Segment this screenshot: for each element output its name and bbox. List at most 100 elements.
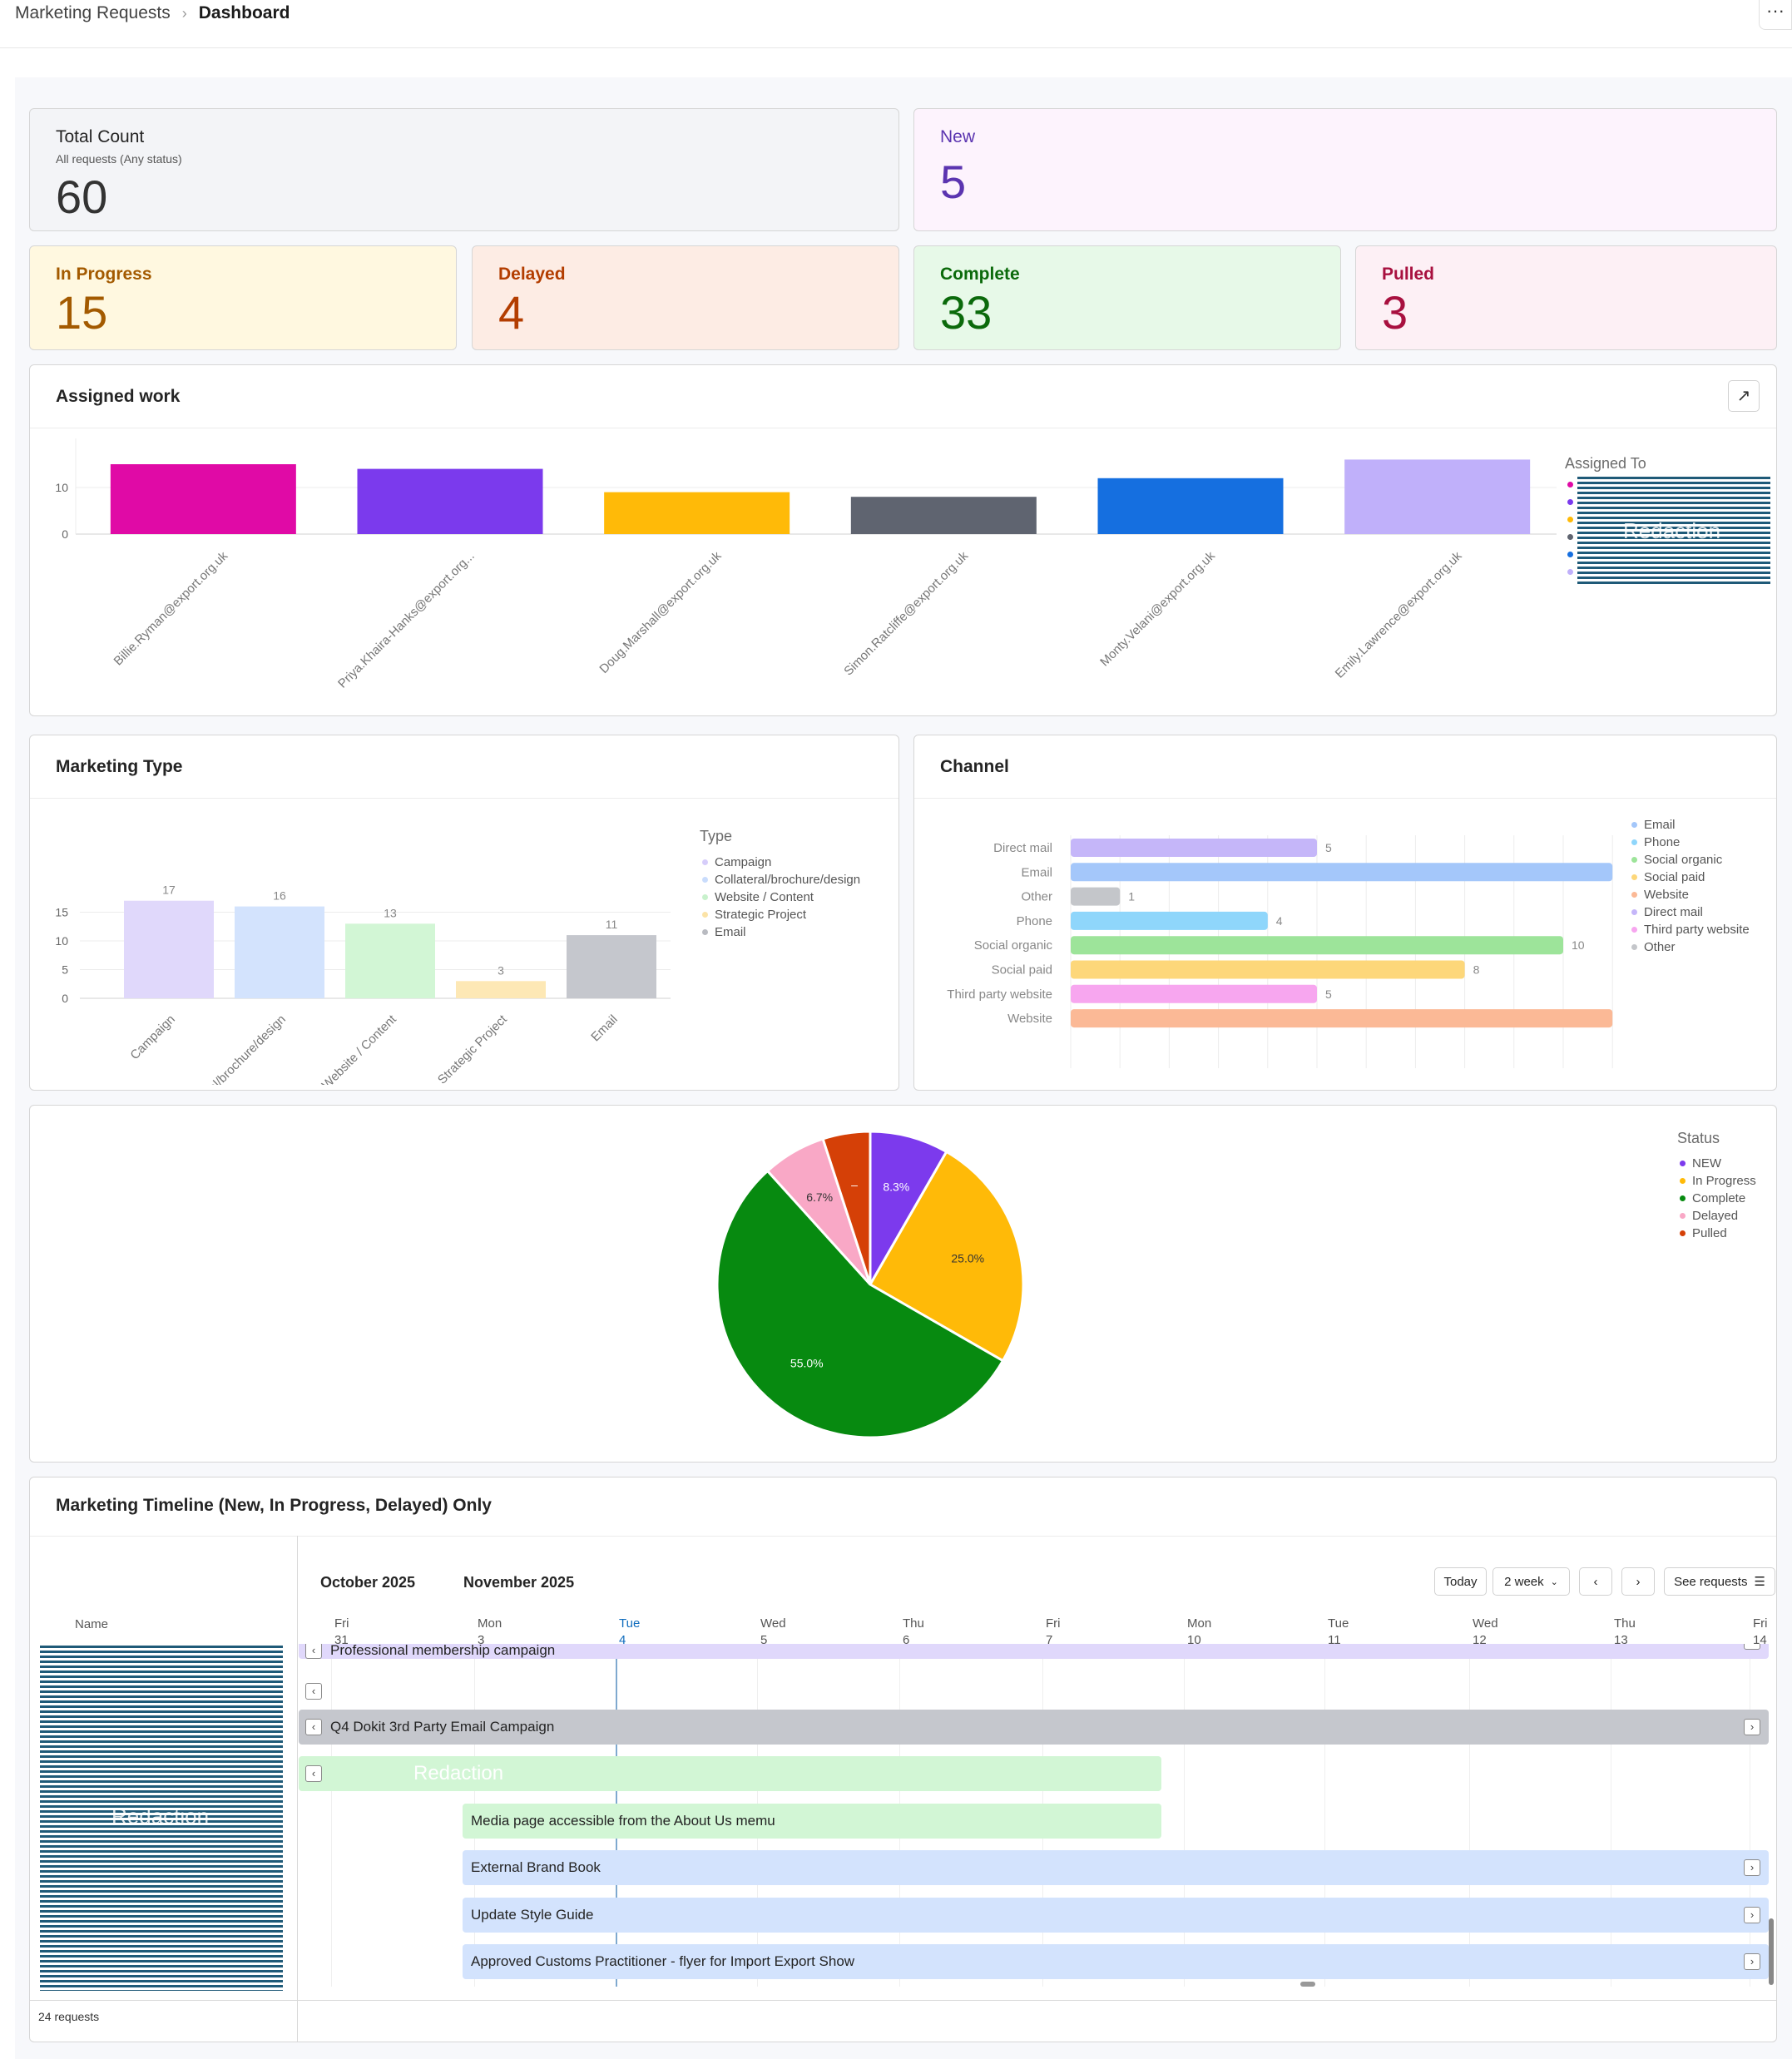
legend-label: Website / Content	[715, 890, 814, 904]
legend-dot	[702, 859, 708, 865]
timeline-bar[interactable]: External Brand Book ›	[463, 1850, 1769, 1885]
legend-dot	[1680, 1161, 1686, 1166]
chevron-right-icon[interactable]: ›	[1744, 1859, 1760, 1876]
timeline-bar[interactable]: ‹ Professional membership campaign ›	[299, 1644, 1769, 1659]
data-label: 16	[273, 889, 286, 903]
timeline-bar-label: Approved Customs Practitioner - flyer fo…	[471, 1953, 855, 1969]
legend-item: Campaign	[702, 854, 860, 871]
bar	[1071, 863, 1613, 882]
horizontal-scrollbar[interactable]	[1300, 1982, 1315, 1987]
day-of-week: Mon	[478, 1616, 502, 1631]
slice-label: 55.0%	[790, 1357, 824, 1370]
timeline-bar[interactable]: ‹ Q4 Dokit 3rd Party Email Campaign ›	[299, 1710, 1769, 1745]
x-tick-label: Collateral/brochure/design	[176, 1012, 289, 1085]
chevron-right-icon[interactable]: ›	[1744, 1907, 1760, 1923]
legend-label: Complete	[1692, 1191, 1746, 1205]
chevron-left-icon[interactable]: ‹	[305, 1683, 322, 1700]
day-of-week: Fri	[334, 1616, 349, 1631]
channel-legend: Email Phone Social organic Social paid Websi…	[1631, 816, 1750, 956]
y-tick-label: Social paid	[992, 963, 1052, 978]
x-tick-label: Email	[588, 1012, 621, 1045]
day-column-header: Mon 10	[1187, 1616, 1211, 1649]
legend-label: Other	[1644, 940, 1676, 954]
bar	[1071, 839, 1317, 857]
legend-item: Complete	[1680, 1190, 1756, 1207]
chevron-right-icon[interactable]: ›	[1744, 1719, 1760, 1735]
chevron-left-icon[interactable]: ‹	[305, 1644, 322, 1659]
legend-item: Third party website	[1631, 921, 1750, 938]
range-select[interactable]: 2 week ⌄	[1493, 1567, 1570, 1596]
day-of-week: Mon	[1187, 1616, 1212, 1631]
chevron-left-icon[interactable]: ‹	[305, 1765, 322, 1782]
data-label: 5	[1325, 841, 1332, 854]
more-options-button[interactable]: ···	[1759, 0, 1792, 30]
new-label: New	[940, 127, 976, 146]
timeline-bar[interactable]: Media page accessible from the About Us …	[463, 1804, 1161, 1839]
timeline-bar-label: External Brand Book	[471, 1859, 601, 1875]
y-tick-label: 10	[55, 934, 68, 948]
today-button[interactable]: Today	[1434, 1567, 1487, 1596]
bar	[604, 492, 790, 534]
legend-dot	[1680, 1178, 1686, 1184]
legend-label: Social organic	[1644, 853, 1723, 867]
timeline-bar-label: Redaction	[413, 1762, 504, 1784]
day-number: 3	[478, 1633, 485, 1647]
legend-dot	[702, 929, 708, 935]
x-tick-label: Doug.Marshall@export.org.uk	[597, 548, 724, 676]
legend-dot	[1631, 857, 1637, 863]
status-pie-chart: 8.3% 25.0% 55.0% 6.7% –	[715, 1130, 1025, 1439]
legend-dot	[1631, 944, 1637, 950]
day-of-week: Fri	[1753, 1616, 1768, 1631]
bar	[1071, 984, 1317, 1003]
breadcrumb-root[interactable]: Marketing Requests	[15, 3, 171, 22]
legend-dot	[1567, 499, 1573, 505]
chevron-right-icon: ›	[181, 4, 187, 22]
see-requests-button[interactable]: See requests ☰	[1664, 1567, 1775, 1596]
breadcrumb: Marketing Requests › Dashboard	[15, 3, 290, 23]
day-of-week: Thu	[1614, 1616, 1636, 1631]
legend-item: Other	[1631, 938, 1750, 956]
previous-button[interactable]: ‹	[1579, 1567, 1612, 1596]
timeline-bar[interactable]: ‹ Redaction	[299, 1756, 1161, 1791]
day-of-week: Wed	[760, 1616, 786, 1631]
expand-button[interactable]: ↗	[1728, 380, 1760, 412]
month-november: November 2025	[463, 1574, 575, 1591]
complete-card: Complete 33	[913, 245, 1341, 350]
next-button[interactable]: ›	[1621, 1567, 1655, 1596]
timeline-bar[interactable]: Approved Customs Practitioner - flyer fo…	[463, 1944, 1769, 1979]
timeline-bar[interactable]: ‹	[299, 1674, 332, 1709]
chevron-right-icon[interactable]: ›	[1744, 1953, 1760, 1970]
x-tick-label: Website / Content	[319, 1012, 400, 1085]
in-progress-label: In Progress	[56, 265, 152, 284]
legend-dot	[1680, 1230, 1686, 1236]
legend-item: Direct mail	[1631, 903, 1750, 921]
chevron-right-icon[interactable]: ›	[1744, 1644, 1760, 1650]
legend-label: Social paid	[1644, 870, 1705, 884]
pulled-label: Pulled	[1382, 265, 1435, 284]
vertical-scrollbar[interactable]	[1769, 1918, 1774, 1985]
timeline-title: Marketing Timeline (New, In Progress, De…	[56, 1496, 492, 1515]
legend-label: NEW	[1692, 1156, 1721, 1171]
chevron-left-icon[interactable]: ‹	[305, 1719, 322, 1735]
legend-dot	[702, 877, 708, 883]
day-column-header: Fri 7	[1046, 1616, 1061, 1649]
range-select-value: 2 week	[1504, 1574, 1544, 1589]
y-tick-label: 15	[55, 906, 68, 919]
status-legend: NEW In Progress Complete Delayed Pulled	[1680, 1155, 1756, 1242]
status-legend-title: Status	[1677, 1130, 1720, 1146]
timeline-bar[interactable]: Update Style Guide ›	[463, 1898, 1769, 1933]
x-tick-label: Strategic Project	[435, 1012, 510, 1085]
y-tick-label: Website	[1007, 1012, 1052, 1026]
day-number: 7	[1046, 1633, 1053, 1647]
type-legend: Campaign Collateral/brochure/design Websit…	[702, 854, 860, 941]
legend-item: NEW	[1680, 1155, 1756, 1172]
day-number: 6	[903, 1633, 910, 1647]
pie-slice	[869, 1130, 948, 1289]
y-tick-label: Email	[1021, 865, 1052, 879]
name-column-header: Name	[75, 1617, 109, 1631]
timeline-body: ‹ Professional membership campaign › ‹ ‹ Q4 D…	[299, 1644, 1776, 1987]
slice-label: 6.7%	[806, 1190, 833, 1204]
timeline-bar-label: Media page accessible from the About Us …	[471, 1813, 775, 1829]
assigned-work-chart: 0 10 Billie.Ryman@export.org.uk Priya.Khair…	[55, 438, 1557, 691]
legend-label: Strategic Project	[715, 908, 807, 922]
